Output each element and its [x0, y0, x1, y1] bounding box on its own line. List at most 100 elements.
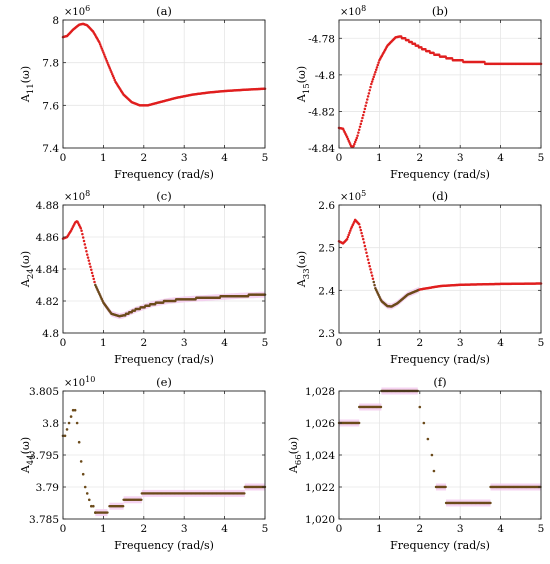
data-point: [418, 405, 422, 409]
x-tick-label: 2: [416, 523, 423, 535]
data-point: [140, 498, 143, 501]
data-point: [375, 66, 379, 69]
data-point: [349, 229, 352, 232]
data-point: [81, 236, 85, 239]
data-point: [85, 253, 89, 256]
data-point: [358, 125, 362, 129]
x-axis-label: Frequency (rad/s): [114, 353, 214, 366]
data-point: [370, 82, 373, 86]
y-tick-label: 2.3: [318, 328, 335, 340]
x-tick-label: 5: [538, 152, 545, 164]
y-tick-label: 1,022: [305, 482, 335, 494]
x-tick-label: 0: [336, 152, 343, 164]
y-axis-label-tail: (ω): [295, 66, 308, 84]
data-point: [367, 261, 371, 265]
data-point: [98, 41, 101, 44]
x-tick-label: 4: [497, 337, 504, 349]
x-axis-label: Frequency (rad/s): [114, 539, 214, 552]
y-axis-label-main: A: [19, 278, 32, 288]
y-axis-label: A24(ω): [19, 251, 36, 288]
data-point: [122, 505, 125, 508]
y-tick-label: 4.84: [36, 264, 60, 276]
data-point: [372, 75, 375, 79]
data-point: [360, 119, 363, 123]
data-point: [93, 280, 96, 284]
y-axis-label-tail: (ω): [19, 66, 32, 84]
data-point: [364, 104, 367, 108]
axis-exponent-power: 10: [85, 375, 95, 384]
chart-panel-c: 0 1 2 3 4 5 4.8 4.82 4.84 4.86 4.88 (c) ×108 Frequenc…: [19, 189, 268, 366]
data-point: [106, 511, 109, 514]
data-point: [69, 415, 73, 418]
axis-exponent-power: 8: [85, 189, 90, 198]
y-axis-label-main: A: [295, 93, 308, 103]
data-point: [374, 70, 377, 74]
data-point: [360, 231, 363, 235]
y-axis-label: A44(ω): [19, 437, 36, 474]
x-tick-label: 2: [140, 152, 147, 164]
data-point: [362, 110, 366, 114]
chart-title: (c): [156, 189, 171, 203]
data-point: [87, 259, 91, 262]
x-tick-label: 0: [60, 337, 67, 349]
data-point: [374, 68, 378, 71]
x-tick-label: 5: [262, 337, 269, 349]
y-axis-label-sub: 66: [294, 454, 304, 465]
x-tick-label: 2: [140, 523, 147, 535]
chart-panel-e: 0 1 2 3 4 5 3.785 3.79 3.795 3.8 3.805 (e) ×1010 Freq…: [19, 375, 268, 552]
axis-exponent-power: 8: [361, 4, 366, 13]
data-point: [243, 492, 246, 495]
data-point: [359, 228, 363, 232]
x-axis-label: Frequency (rad/s): [390, 539, 490, 552]
data-point: [373, 73, 376, 76]
data-point: [75, 421, 79, 425]
data-point: [106, 61, 109, 64]
y-axis-label: A15(ω): [295, 66, 312, 103]
data-point: [372, 280, 375, 284]
data-point: [83, 485, 87, 489]
data-point: [88, 262, 91, 265]
data-point: [422, 421, 426, 425]
y-axis-label: A66(ω): [287, 437, 304, 474]
y-tick-label: 7.4: [42, 143, 59, 155]
data-point: [370, 271, 373, 274]
x-tick-label: 4: [221, 523, 228, 535]
x-tick-label: 3: [457, 337, 464, 349]
x-tick-label: 1: [100, 337, 107, 349]
x-tick-label: 0: [336, 337, 343, 349]
data-point: [370, 274, 374, 277]
data-point: [367, 92, 371, 95]
data-point: [444, 485, 447, 489]
data-point: [365, 251, 368, 255]
data-point: [379, 405, 383, 409]
data-point: [426, 437, 430, 441]
x-tick-label: 1: [100, 152, 107, 164]
data-point: [371, 277, 375, 281]
data-point: [353, 140, 357, 144]
axis-exponent: ×105: [340, 189, 366, 203]
data-point: [110, 71, 113, 74]
data-point: [107, 63, 110, 66]
data-point: [92, 504, 95, 508]
x-tick-label: 3: [457, 152, 464, 164]
chart-panel-b: 0 1 2 3 4 5 -4.84 -4.82 -4.8 -4.78 (b) ×108 Frequenc…: [295, 4, 544, 181]
x-tick-label: 2: [416, 152, 423, 164]
data-point: [358, 421, 361, 425]
data-point: [63, 434, 67, 438]
x-tick-label: 1: [376, 523, 383, 535]
x-tick-label: 5: [538, 337, 545, 349]
y-tick-label: -4.8: [315, 70, 335, 82]
data-point: [80, 229, 83, 232]
y-tick-label: 2.5: [318, 243, 335, 255]
y-tick-label: 3.795: [29, 450, 59, 462]
axis-exponent: ×1010: [64, 375, 95, 389]
data-point: [345, 237, 349, 241]
y-tick-label: -4.84: [308, 143, 335, 155]
y-axis-label-sub: 15: [302, 83, 312, 94]
data-point: [369, 85, 372, 89]
x-tick-label: 1: [376, 152, 383, 164]
axes-box: [62, 19, 266, 149]
data-point: [103, 55, 107, 58]
data-point: [112, 76, 116, 80]
x-tick-label: 2: [140, 337, 147, 349]
